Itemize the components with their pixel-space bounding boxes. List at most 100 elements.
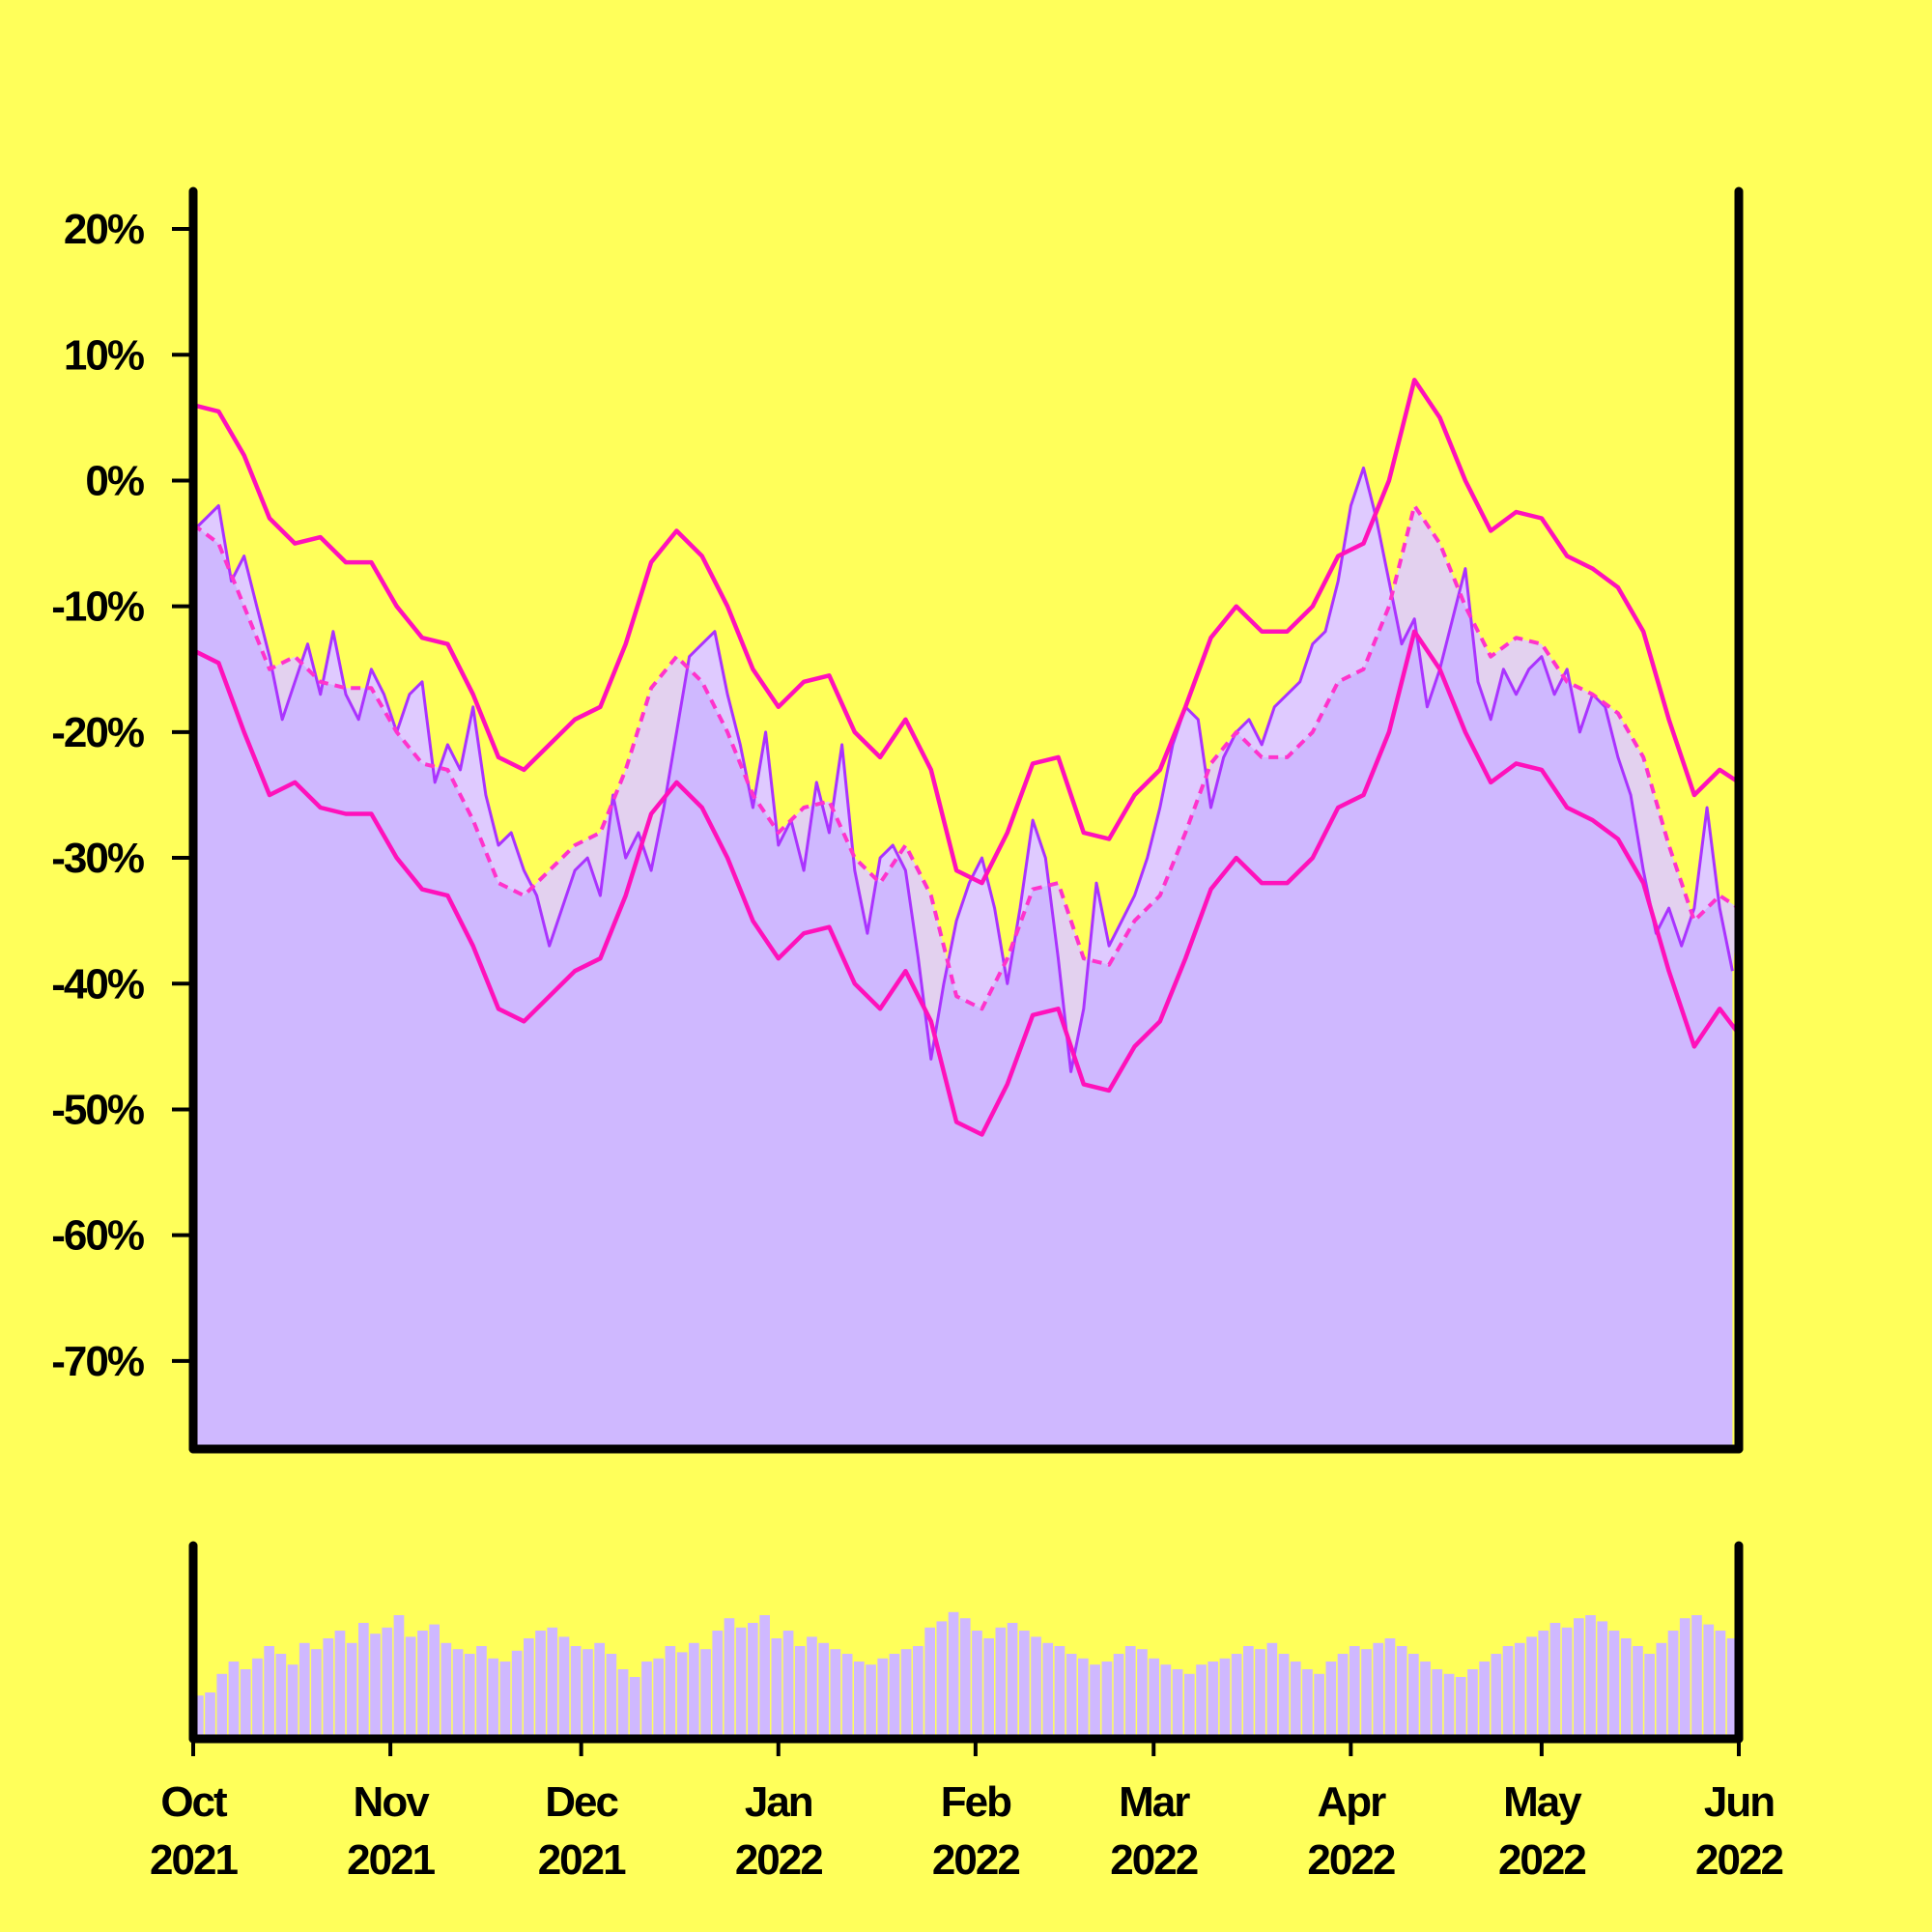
volume-bar — [535, 1631, 546, 1739]
volume-bar — [1314, 1673, 1324, 1739]
volume-bar — [594, 1642, 605, 1739]
main-price-panel: 20% 10% 0% -10% -20% -30% -40% -50% -60% -70% — [51, 186, 1744, 1454]
volume-bar — [983, 1638, 994, 1739]
volume-bar — [830, 1649, 841, 1739]
volume-bar — [382, 1627, 393, 1739]
volume-bar — [1667, 1631, 1679, 1739]
volume-bar — [558, 1636, 570, 1739]
price-line — [191, 466, 1734, 1073]
volume-bar — [1243, 1646, 1254, 1739]
volume-bar — [1124, 1646, 1136, 1739]
volume-bar — [346, 1642, 357, 1739]
x-tick-label-year: 2021 — [538, 1836, 626, 1884]
volume-bar — [900, 1649, 912, 1739]
volume-bar — [1302, 1669, 1313, 1739]
volume-bar — [452, 1649, 464, 1739]
volume-bar — [1608, 1631, 1620, 1739]
volume-bar — [1443, 1673, 1455, 1739]
volume-bar — [629, 1677, 640, 1739]
volume-bar — [1078, 1658, 1089, 1739]
volume-bar — [1172, 1669, 1183, 1739]
volume-bar — [748, 1623, 758, 1739]
volume-bar — [1290, 1662, 1301, 1739]
volume-bar — [1691, 1615, 1702, 1739]
volume-bar — [995, 1627, 1007, 1739]
y-tick-label: -20% — [51, 709, 144, 756]
volume-bar — [1726, 1638, 1738, 1739]
volume-bar — [665, 1646, 676, 1739]
volume-bar — [794, 1646, 806, 1739]
volume-bar — [216, 1673, 228, 1739]
volume-bar — [440, 1642, 452, 1739]
volume-bar — [1278, 1654, 1290, 1739]
volume-bar — [1574, 1618, 1584, 1739]
volume-bar — [759, 1615, 770, 1739]
x-axis-labels: Oct 2021 Nov 2021 Dec 2021 Jan 2022 Feb 2022 Mar 20… — [150, 1739, 1784, 1884]
y-tick-label: -60% — [51, 1212, 144, 1260]
volume-bar — [429, 1624, 440, 1739]
volume-bar — [1561, 1627, 1573, 1739]
x-tick-label-month: Jun — [1704, 1778, 1774, 1826]
volume-bar — [240, 1669, 251, 1739]
volume-bar — [275, 1654, 287, 1739]
volume-bar — [1255, 1649, 1265, 1739]
volume-bar — [1703, 1624, 1715, 1739]
volume-bar — [1149, 1658, 1159, 1739]
volume-bar — [1373, 1642, 1384, 1739]
volume-bar — [841, 1654, 853, 1739]
volume-bar — [1019, 1631, 1030, 1739]
x-tick-label-month: Jan — [745, 1778, 812, 1826]
volume-bar — [511, 1650, 523, 1739]
x-tick-label-month: Oct — [160, 1778, 228, 1826]
volume-bar — [1113, 1654, 1124, 1739]
volume-bar — [287, 1664, 298, 1739]
x-tick-label-month: May — [1503, 1778, 1582, 1826]
x-tick-label-month: Apr — [1317, 1778, 1386, 1826]
lower-band-line — [191, 629, 1741, 1137]
volume-bar — [524, 1638, 534, 1739]
volume-bar — [1656, 1642, 1667, 1739]
volume-bar — [1644, 1654, 1655, 1739]
y-tick-label: -10% — [51, 583, 144, 631]
y-tick-label: -30% — [51, 835, 144, 882]
volume-bar — [807, 1636, 817, 1739]
volume-bar — [689, 1642, 699, 1739]
x-tick-label-month: Mar — [1119, 1778, 1190, 1826]
volume-bar — [877, 1658, 889, 1739]
x-tick-label-year: 2022 — [932, 1836, 1019, 1884]
volume-bar — [818, 1642, 829, 1739]
volume-bar — [1337, 1654, 1349, 1739]
y-tick-label: -50% — [51, 1086, 144, 1133]
x-tick-label-month: Nov — [354, 1778, 431, 1826]
volume-bar — [1384, 1638, 1396, 1739]
volume-bar — [1549, 1623, 1561, 1739]
volume-bar — [1514, 1642, 1525, 1739]
upper-band-line — [192, 378, 1741, 886]
volume-bar — [547, 1627, 558, 1739]
volume-bar — [913, 1646, 923, 1739]
volume-bar — [582, 1649, 593, 1739]
volume-bar — [1679, 1618, 1690, 1739]
volume-bar — [311, 1649, 322, 1739]
volume-bar — [1467, 1669, 1478, 1739]
volume-bar — [252, 1658, 263, 1739]
volume-bar — [712, 1631, 724, 1739]
volume-bar — [193, 1695, 204, 1739]
volume-bar — [1196, 1664, 1207, 1739]
volume-bar — [1361, 1649, 1372, 1739]
band-shading — [193, 468, 1739, 1072]
volume-bar — [1715, 1631, 1726, 1739]
volume-bar — [1432, 1669, 1443, 1739]
volume-bar — [700, 1649, 711, 1739]
volume-bar — [358, 1623, 369, 1739]
volume-bar — [1479, 1662, 1490, 1739]
volume-bar — [1502, 1646, 1514, 1739]
y-tick-label: 10% — [64, 331, 144, 379]
volume-bar — [488, 1658, 498, 1739]
volume-bar — [1137, 1649, 1148, 1739]
volume-panel — [188, 1541, 1744, 1744]
volume-bar — [1007, 1623, 1018, 1739]
volume-bar — [1597, 1621, 1608, 1739]
